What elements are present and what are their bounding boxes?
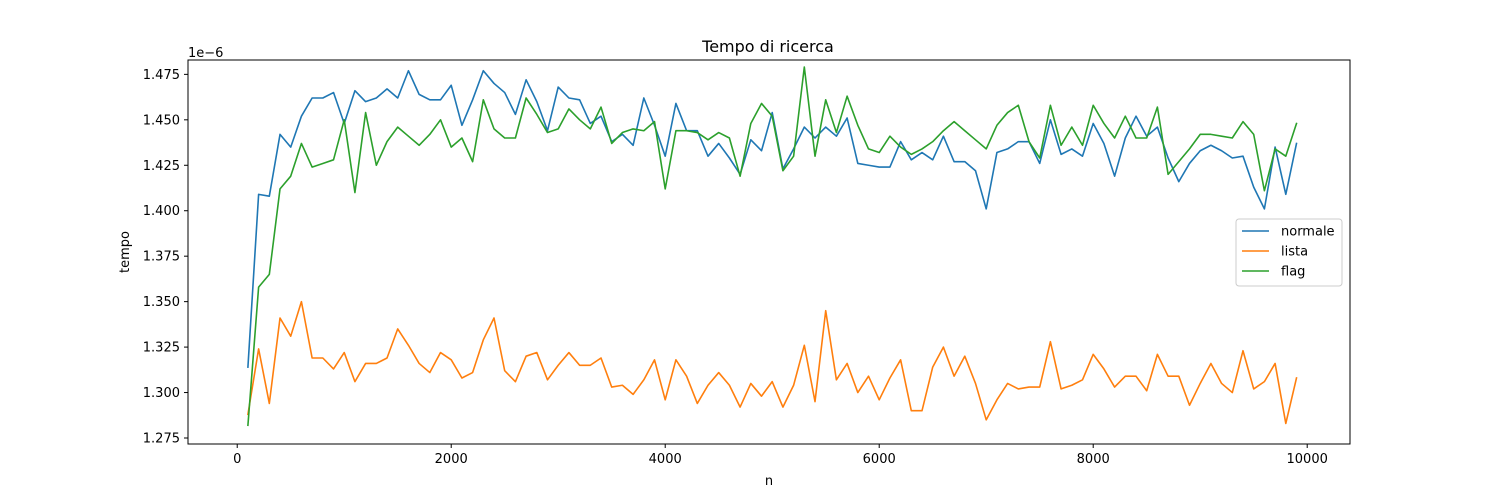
chart-title: Tempo di ricerca bbox=[701, 37, 834, 56]
legend-box bbox=[1235, 218, 1343, 287]
x-axis-label: n bbox=[765, 474, 773, 489]
series-line-lista bbox=[247, 300, 1298, 425]
y-tick-label: 1.400 bbox=[143, 204, 180, 219]
legend-label-lista: lista bbox=[1281, 245, 1308, 260]
y-tick-label: 1.275 bbox=[143, 432, 180, 447]
x-tick-label: 10000 bbox=[1287, 452, 1328, 467]
series-group bbox=[247, 66, 1298, 427]
x-tick-label: 8000 bbox=[1077, 452, 1110, 467]
series-line-normale bbox=[247, 69, 1298, 368]
y-tick-label: 1.475 bbox=[143, 68, 180, 83]
y-tick-label: 1.375 bbox=[143, 250, 180, 265]
series-line-flag bbox=[247, 66, 1298, 427]
x-tick-label: 6000 bbox=[863, 452, 896, 467]
plot-frame bbox=[187, 59, 1351, 445]
y-axis-offset-label: 1e−6 bbox=[188, 46, 223, 61]
legend: normale lista flag bbox=[1235, 218, 1343, 287]
x-tick-label: 2000 bbox=[435, 452, 468, 467]
y-tick-label: 1.450 bbox=[143, 113, 180, 128]
x-tick-label: 0 bbox=[233, 452, 241, 467]
y-tick-label: 1.300 bbox=[143, 386, 180, 401]
x-axis: 0 2000 4000 6000 8000 10000 bbox=[233, 444, 1328, 467]
y-tick-label: 1.425 bbox=[143, 159, 180, 174]
legend-label-normale: normale bbox=[1281, 225, 1335, 240]
x-tick-label: 4000 bbox=[649, 452, 682, 467]
y-tick-label: 1.325 bbox=[143, 341, 180, 356]
y-tick-label: 1.350 bbox=[143, 295, 180, 310]
y-axis-label: tempo bbox=[118, 231, 133, 273]
legend-label-flag: flag bbox=[1281, 265, 1305, 280]
y-axis: 1.275 1.300 1.325 1.350 1.375 1.400 1.425 1.450… bbox=[143, 68, 188, 447]
